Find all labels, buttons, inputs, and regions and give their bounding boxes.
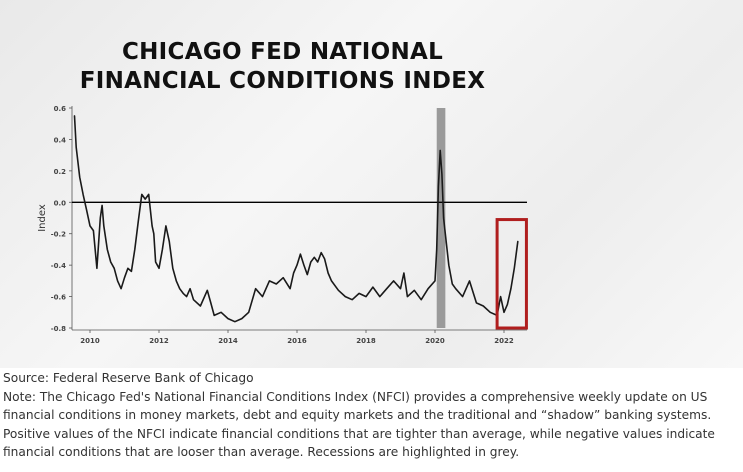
x-tick-label: 2010 — [80, 337, 100, 345]
y-tick-label: 0.4 — [54, 136, 67, 144]
chart-title-line-1: CHICAGO FED NATIONAL — [121, 39, 444, 65]
x-tick-label: 2018 — [356, 337, 376, 345]
x-tick-label: 2014 — [218, 337, 238, 345]
chart-figure: CHICAGO FED NATIONAL FINANCIAL CONDITION… — [0, 0, 743, 368]
y-tick-label: -0.4 — [51, 262, 66, 270]
y-tick-label: 0.6 — [54, 105, 67, 113]
x-tick-label: 2020 — [425, 337, 445, 345]
recession-band — [436, 108, 446, 328]
chart-caption: Source: Federal Reserve Bank of Chicago … — [3, 369, 741, 462]
y-tick-label: 0.2 — [54, 168, 67, 176]
note-text: Note: The Chicago Fed's National Financi… — [3, 389, 715, 460]
y-axis-label: Index — [37, 204, 48, 232]
x-tick-label: 2012 — [149, 337, 169, 345]
nfci-line-chart: 0.6 0.4 0.2 0.0 -0.2 -0.4 -0.6 -0.8 2010 2012 2014… — [37, 105, 528, 345]
chart-title-line-2: FINANCIAL CONDITIONS INDEX — [79, 68, 486, 94]
y-tick-label: -0.8 — [51, 325, 66, 333]
y-tick-label: 0.0 — [54, 199, 67, 207]
chart-title: CHICAGO FED NATIONAL FINANCIAL CONDITION… — [0, 38, 565, 96]
x-tick-label: 2016 — [287, 337, 307, 345]
highlight-box — [495, 218, 528, 330]
y-tick-label: -0.6 — [51, 294, 66, 302]
source-text: Source: Federal Reserve Bank of Chicago — [3, 371, 254, 385]
nfci-series-line — [73, 115, 519, 323]
y-tick-label: -0.2 — [51, 231, 66, 239]
x-tick-label: 2022 — [494, 337, 514, 345]
